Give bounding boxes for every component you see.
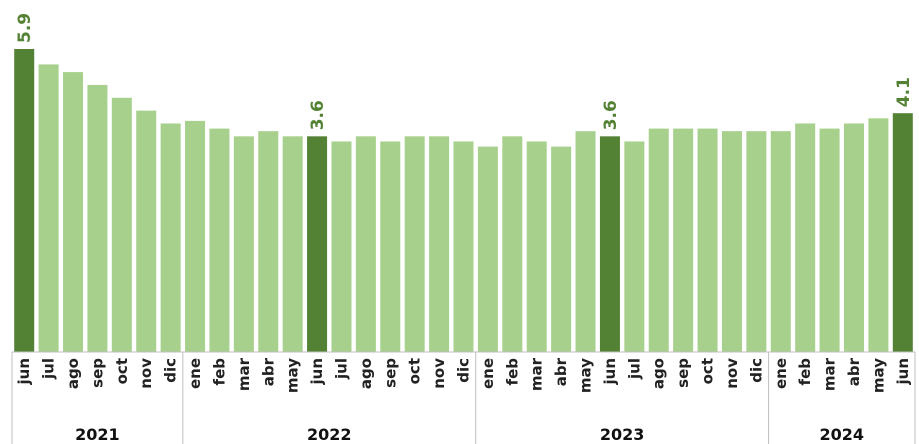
bar-may-23 [575, 131, 596, 352]
month-label-20: feb [503, 358, 521, 386]
value-label-12: 3.6 [308, 100, 328, 130]
month-label-26: ago [650, 358, 668, 389]
month-label-4: oct [113, 358, 131, 384]
month-label-22: abr [552, 357, 570, 386]
bar-sep-3 [87, 84, 108, 352]
month-label-29: nov [723, 358, 741, 389]
bar-ago-2 [63, 72, 84, 353]
bar-mar-21 [526, 141, 547, 352]
month-label-14: ago [357, 358, 375, 389]
bar-ene-19 [477, 146, 498, 352]
month-label-1: jul [40, 358, 58, 380]
month-label-34: abr [845, 357, 863, 386]
month-label-7: ene [186, 358, 204, 389]
bar-ene-7 [185, 120, 206, 353]
value-labels-layer: 5.9 3.6 3.6 4.1 [15, 13, 914, 130]
month-label-21: mar [528, 357, 546, 391]
value-label-36: 4.1 [894, 77, 914, 107]
bar-oct-28 [697, 128, 718, 352]
bar-oct-16 [404, 136, 425, 352]
bar-feb-32 [795, 123, 816, 352]
bar-dic-18 [453, 141, 474, 352]
bar-sep-15 [380, 141, 401, 352]
bar-jul-25 [624, 141, 645, 352]
category-axis: jun jul ago sep oct nov dic ene feb mar abr may jun j… [11, 351, 916, 444]
month-label-32: feb [796, 358, 814, 386]
month-label-31: ene [772, 358, 790, 389]
year-label-2024: 2024 [820, 425, 865, 444]
value-label-24: 3.6 [601, 100, 621, 130]
bars-layer [14, 49, 913, 353]
bar-may-35 [868, 118, 889, 352]
bar-mar-9 [233, 136, 254, 352]
bar-jul-1 [38, 64, 59, 352]
month-label-36: jun [894, 358, 912, 386]
bar-jun-12 [307, 136, 328, 352]
year-label-2021: 2021 [75, 425, 120, 444]
month-label-8: feb [210, 358, 228, 386]
month-label-16: oct [406, 358, 424, 384]
month-label-35: may [869, 358, 887, 393]
bar-dic-30 [746, 131, 767, 352]
month-label-10: abr [259, 357, 277, 386]
bar-mar-33 [819, 128, 840, 352]
month-label-15: sep [381, 358, 399, 388]
month-label-0: jun [15, 358, 33, 386]
month-label-11: may [284, 358, 302, 393]
bar-abr-22 [551, 146, 572, 352]
month-label-28: oct [699, 358, 717, 384]
bar-dic-6 [160, 123, 181, 352]
bar-ago-14 [355, 136, 376, 352]
month-label-19: ene [479, 358, 497, 389]
year-label-2023: 2023 [600, 425, 645, 444]
month-label-13: jul [332, 358, 350, 380]
month-label-9: mar [235, 357, 253, 391]
bar-jun-0 [14, 49, 35, 352]
bar-nov-29 [721, 131, 742, 352]
month-label-27: sep [674, 358, 692, 388]
bar-feb-20 [502, 136, 523, 352]
bar-abr-34 [843, 123, 864, 352]
month-label-18: dic [455, 358, 473, 383]
bar-ene-31 [770, 131, 791, 352]
bar-nov-17 [429, 136, 450, 352]
year-label-2022: 2022 [307, 425, 352, 444]
bar-may-11 [282, 136, 303, 352]
month-label-2: ago [64, 358, 82, 389]
bar-ago-26 [648, 128, 669, 352]
value-label-0: 5.9 [15, 13, 35, 43]
month-label-30: dic [747, 358, 765, 383]
month-label-23: may [577, 358, 595, 393]
bar-jun-36 [892, 113, 913, 352]
bar-sep-27 [673, 128, 694, 352]
month-label-12: jun [308, 358, 326, 386]
bar-abr-10 [258, 131, 279, 352]
month-label-33: mar [821, 357, 839, 391]
bar-jun-24 [599, 136, 620, 352]
bar-jul-13 [331, 141, 352, 352]
month-label-3: sep [88, 358, 106, 388]
month-label-25: jul [625, 358, 643, 380]
month-label-17: nov [430, 358, 448, 389]
month-label-6: dic [162, 358, 180, 383]
month-label-5: nov [137, 358, 155, 389]
bar-feb-8 [209, 128, 230, 352]
bar-nov-5 [136, 110, 157, 352]
month-label-24: jun [601, 358, 619, 386]
bar-oct-4 [111, 97, 132, 352]
